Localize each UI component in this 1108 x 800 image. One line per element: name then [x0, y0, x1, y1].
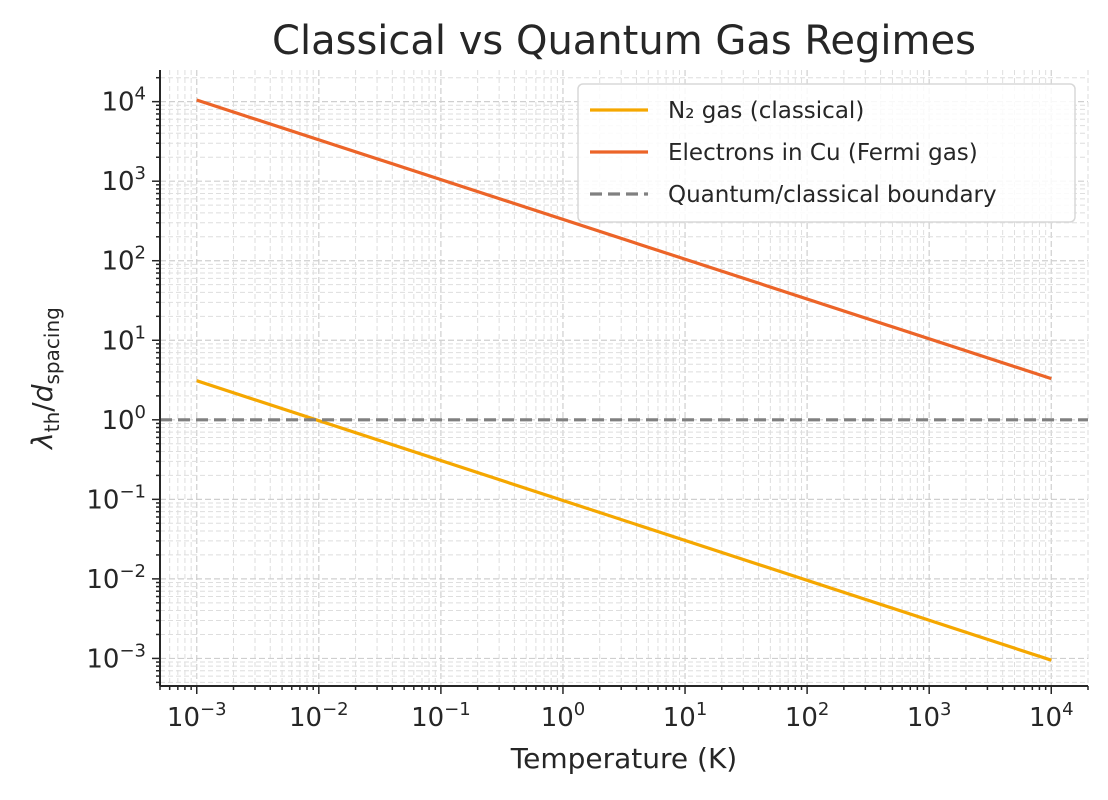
legend-label-0: N₂ gas (classical) [668, 98, 864, 124]
y-tick-label: 10−3 [86, 640, 146, 674]
y-tick-label: 104 [101, 84, 146, 118]
legend: N₂ gas (classical) Electrons in Cu (Fermi… [577, 83, 1076, 223]
x-tick-label: 102 [785, 699, 830, 733]
y-tick-label: 10−1 [86, 481, 146, 515]
ticks: 10−3 10−2 10−1 100 101 102 103 104 10−3 10−2 10−1 1… [86, 76, 1089, 733]
legend-label-2: Quantum/classical boundary [668, 182, 997, 208]
axes [159, 70, 1088, 687]
series-layer [160, 98, 1088, 662]
x-tick-label: 10−3 [167, 699, 227, 733]
x-tick-label: 101 [663, 699, 708, 733]
y-tick-label: 101 [101, 322, 146, 356]
y-axis-label: λth/dspacing [26, 307, 64, 451]
series-line-0 [196, 379, 1052, 662]
y-tick-label: 100 [101, 402, 146, 436]
legend-box [577, 83, 1076, 223]
x-tick-label: 10−2 [289, 699, 349, 733]
x-tick-label: 100 [541, 699, 586, 733]
y-tick-label: 103 [101, 163, 146, 197]
chart-title: Classical vs Quantum Gas Regimes [272, 18, 976, 64]
x-tick-label: 104 [1029, 699, 1074, 733]
series-line-1 [196, 98, 1052, 381]
grid [159, 70, 1089, 686]
x-tick-label: 103 [907, 699, 952, 733]
y-tick-label: 102 [101, 243, 146, 277]
y-tick-label: 10−2 [86, 561, 146, 595]
x-tick-label: 10−1 [411, 699, 471, 733]
legend-label-1: Electrons in Cu (Fermi gas) [668, 140, 978, 166]
x-axis-label: Temperature (K) [510, 742, 737, 775]
